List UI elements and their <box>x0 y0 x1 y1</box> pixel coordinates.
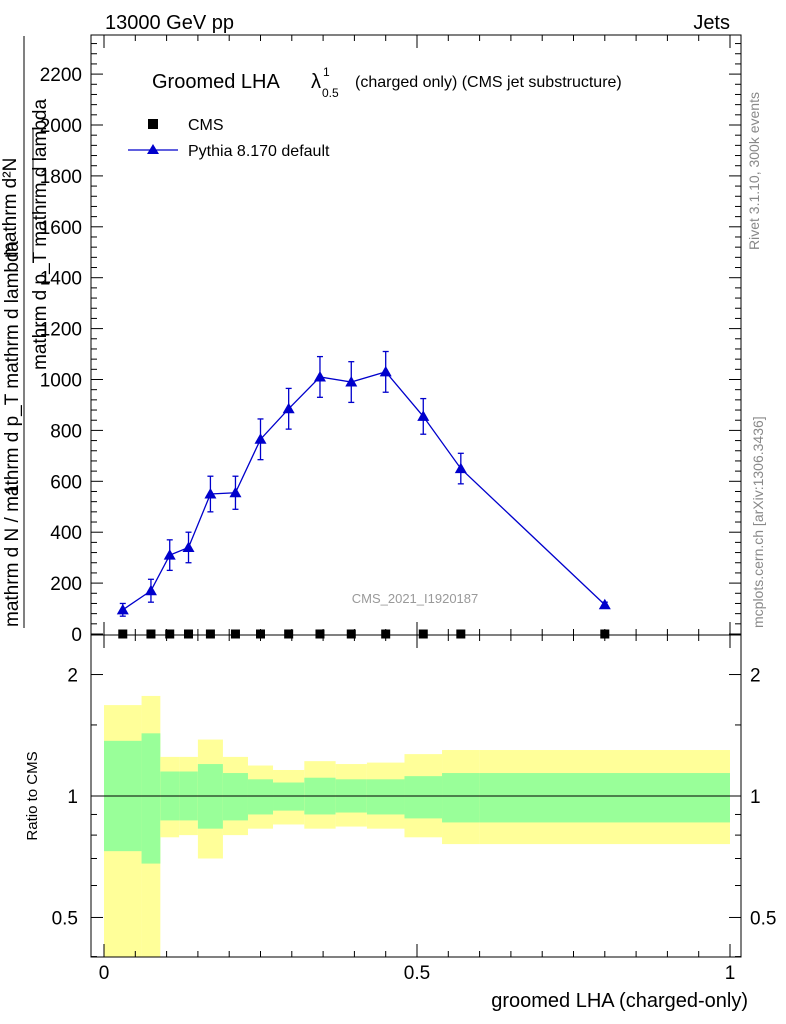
pythia-point <box>598 598 611 610</box>
ratio-ytick-label-right: 0.5 <box>750 908 776 929</box>
cms-point <box>346 629 356 639</box>
main-x-ticks <box>103 35 731 635</box>
title-suffix: (charged only) (CMS jet substructure) <box>355 74 622 91</box>
pythia-point <box>229 486 242 498</box>
ratio-ytick-label: 1 <box>67 787 78 808</box>
main-ytick-label: 1000 <box>40 371 82 392</box>
ratio-ytick-label: 0.5 <box>52 908 78 929</box>
title-superscript: 1 <box>323 65 330 79</box>
ratio-inner-band <box>479 773 730 823</box>
legend-pythia-label: Pythia 8.170 default <box>188 143 330 160</box>
ratio-x-axis: 0 0.5 1 <box>99 635 736 984</box>
main-title: Groomed LHA λ 1 0.5 (charged only) (CMS … <box>152 65 622 100</box>
ratio-inner-band <box>141 733 161 864</box>
cms-point <box>165 629 175 639</box>
legend: CMS Pythia 8.170 default <box>128 117 330 160</box>
ratio-ytick-label-right: 2 <box>750 666 761 687</box>
ratio-bands <box>104 695 730 957</box>
pythia-point <box>454 462 467 474</box>
cms-point <box>205 629 215 639</box>
ylabel-lower: mathrm d p_T mathrm d lambda <box>30 99 51 370</box>
title-symbol: λ <box>311 71 321 93</box>
analysis-watermark: CMS_2021_I1920187 <box>352 591 479 606</box>
main-y-axis: 0 200 400 600 800 1000 1200 1400 1600 1800 2000 220… <box>40 43 741 646</box>
cms-point <box>284 629 294 639</box>
ratio-panel: 0.5 0.51 12 2 0 0.5 1 Ratio to CMS groomed LH… <box>24 634 776 1012</box>
source-label: mcplots.cern.ch [arXiv:1306.3436] <box>750 416 766 628</box>
cms-point <box>146 629 156 639</box>
main-ytick-label: 1200 <box>40 320 82 341</box>
ratio-ytick-label-right: 1 <box>750 787 761 808</box>
category-label: Jets <box>693 12 730 34</box>
main-y-axis-label: mathrm d N / mathrm d p_T mathrm d lambd… <box>0 36 51 628</box>
cms-point <box>230 629 240 639</box>
energy-label: 13000 GeV pp <box>105 12 234 34</box>
pythia-point <box>116 603 129 615</box>
pythia-point <box>379 365 392 377</box>
pythia-point <box>182 541 195 552</box>
ratio-xtick-label: 0.5 <box>404 963 430 984</box>
legend-pythia-marker <box>147 144 159 154</box>
ratio-xtick-label: 0 <box>99 963 110 984</box>
cms-point <box>456 629 466 639</box>
main-ytick-label: 1600 <box>40 218 82 239</box>
ratio-y-axis: 0.5 0.5 1 1 2 2 <box>52 666 776 958</box>
pythia-point <box>345 376 358 387</box>
pythia-point <box>282 402 295 414</box>
legend-cms-label: CMS <box>188 117 224 134</box>
main-ytick-label: 1800 <box>40 167 82 188</box>
pythia-point <box>144 584 157 596</box>
title-subscript: 0.5 <box>322 86 339 100</box>
legend-cms-marker <box>148 119 158 129</box>
ratio-inner-band <box>442 773 480 823</box>
main-ytick-label: 200 <box>50 574 82 595</box>
pythia-point <box>204 488 217 499</box>
ratio-xtick-label: 1 <box>725 963 736 984</box>
ratio-y-label: Ratio to CMS <box>24 751 41 840</box>
x-axis-label: groomed LHA (charged-only) <box>491 990 748 1012</box>
ratio-inner-band <box>273 782 305 811</box>
pythia-point <box>254 433 267 444</box>
main-ytick-label: 2000 <box>40 116 82 137</box>
ratio-inner-band <box>404 776 443 819</box>
main-panel: 0 200 400 600 800 1000 1200 1400 1600 1800 2000 220… <box>0 34 742 646</box>
ylabel-upper: mathrm d²N <box>0 158 21 258</box>
main-marks <box>116 350 611 639</box>
rivet-version-label: Rivet 3.1.10, 300k events <box>746 92 762 250</box>
pythia-point <box>163 549 176 560</box>
main-ytick-label: 600 <box>50 472 82 493</box>
ratio-inner-band <box>222 773 248 821</box>
cms-point <box>118 629 128 639</box>
main-ytick-label: 2200 <box>40 65 82 86</box>
pythia-line <box>122 371 606 611</box>
cms-point <box>315 629 325 639</box>
ratio-ytick-label: 2 <box>67 666 78 687</box>
ratio-inner-band <box>247 779 274 815</box>
ylabel-denominator: mathrm d N / mathrm d p_T mathrm d lambd… <box>2 240 23 627</box>
ylabel-one: 1 <box>2 484 23 495</box>
main-ytick-label: 1400 <box>40 269 82 290</box>
pythia-point <box>417 410 430 421</box>
ratio-inner-band <box>366 779 405 815</box>
main-ytick-label: 800 <box>50 421 82 442</box>
pythia-point <box>313 370 326 382</box>
cms-point <box>184 629 194 639</box>
main-ytick-label: 400 <box>50 523 82 544</box>
main-ytick-label: 0 <box>71 625 82 646</box>
cms-point <box>418 629 428 639</box>
title-text: Groomed LHA <box>152 71 280 93</box>
